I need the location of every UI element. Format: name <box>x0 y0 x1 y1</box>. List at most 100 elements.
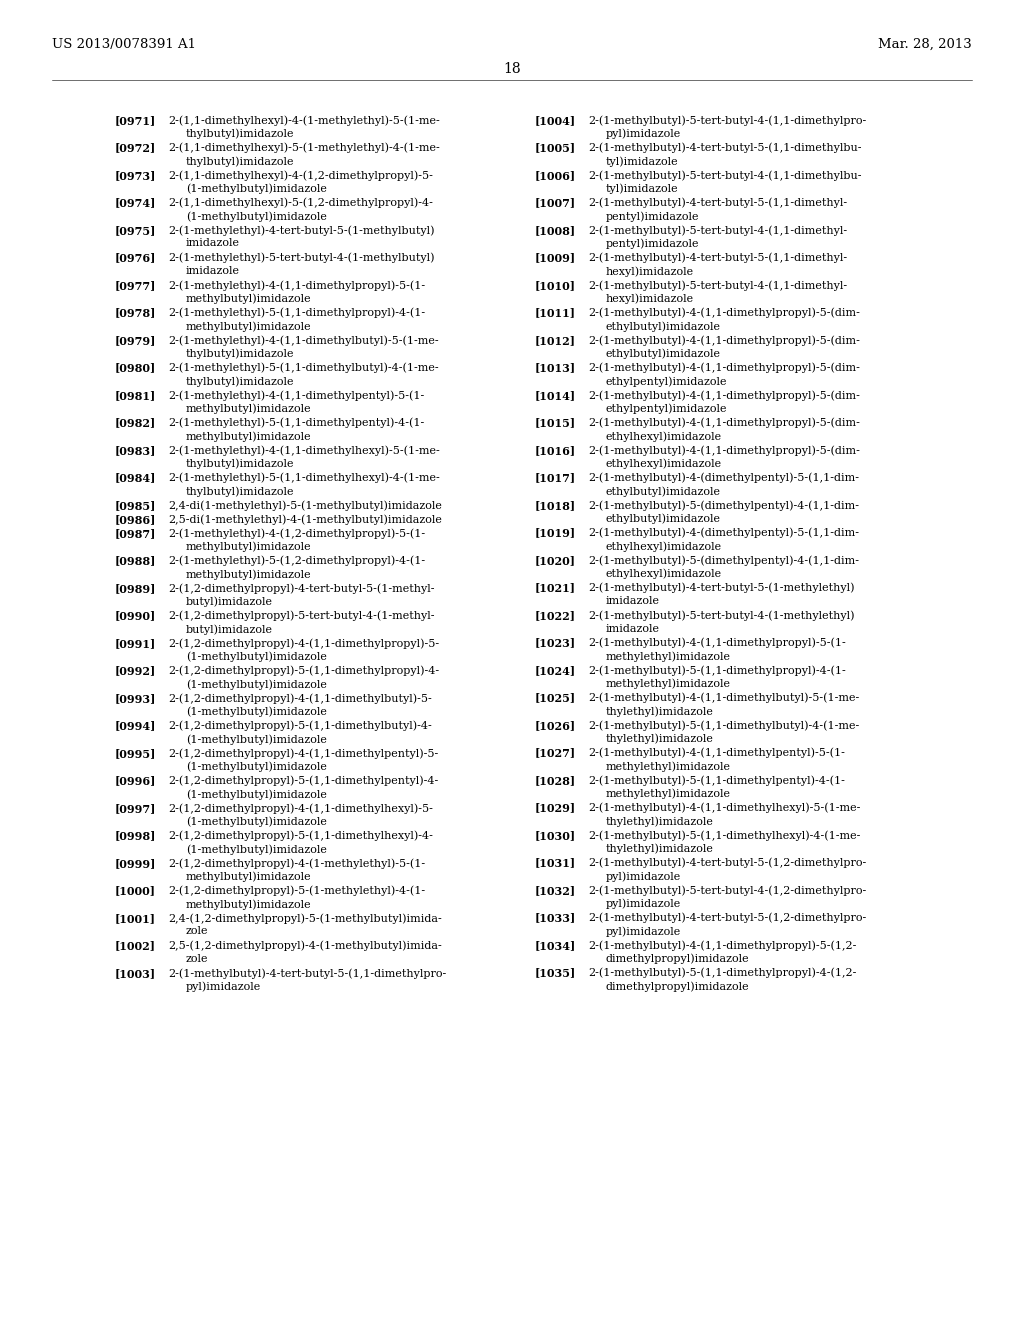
Text: (1-methylbutyl)imidazole: (1-methylbutyl)imidazole <box>186 211 327 222</box>
Text: (1-methylbutyl)imidazole: (1-methylbutyl)imidazole <box>186 762 327 772</box>
Text: methylbutyl)imidazole: methylbutyl)imidazole <box>186 432 311 442</box>
Text: [1030]: [1030] <box>535 830 577 841</box>
Text: [0994]: [0994] <box>115 721 157 731</box>
Text: 2-(1-methylbutyl)-4-tert-butyl-5-(1,2-dimethylpro-: 2-(1-methylbutyl)-4-tert-butyl-5-(1,2-di… <box>588 912 866 923</box>
Text: 2-(1-methylbutyl)-4-(1,1-dimethylbutyl)-5-(1-me-: 2-(1-methylbutyl)-4-(1,1-dimethylbutyl)-… <box>588 693 859 704</box>
Text: 2-(1-methylbutyl)-4-(1,1-dimethylpropyl)-5-(dim-: 2-(1-methylbutyl)-4-(1,1-dimethylpropyl)… <box>588 308 860 318</box>
Text: imidazole: imidazole <box>186 239 240 248</box>
Text: ethylbutyl)imidazole: ethylbutyl)imidazole <box>606 348 721 359</box>
Text: [1013]: [1013] <box>535 363 577 374</box>
Text: [1027]: [1027] <box>535 747 577 759</box>
Text: [1019]: [1019] <box>535 528 577 539</box>
Text: [1015]: [1015] <box>535 417 577 429</box>
Text: 18: 18 <box>503 62 521 77</box>
Text: [1009]: [1009] <box>535 252 577 264</box>
Text: methylethyl)imidazole: methylethyl)imidazole <box>606 762 731 772</box>
Text: (1-methylbutyl)imidazole: (1-methylbutyl)imidazole <box>186 183 327 194</box>
Text: 2-(1,1-dimethylhexyl)-5-(1-methylethyl)-4-(1-me-: 2-(1,1-dimethylhexyl)-5-(1-methylethyl)-… <box>168 143 439 153</box>
Text: 2-(1-methylbutyl)-4-(1,1-dimethylpropyl)-5-(dim-: 2-(1-methylbutyl)-4-(1,1-dimethylpropyl)… <box>588 363 860 374</box>
Text: pyl)imidazole: pyl)imidazole <box>186 982 261 993</box>
Text: 2-(1-methylbutyl)-5-tert-butyl-4-(1,1-dimethylbu-: 2-(1-methylbutyl)-5-tert-butyl-4-(1,1-di… <box>588 170 861 181</box>
Text: 2-(1-methylbutyl)-4-tert-butyl-5-(1,1-dimethylpro-: 2-(1-methylbutyl)-4-tert-butyl-5-(1,1-di… <box>168 968 446 978</box>
Text: 2-(1-methylbutyl)-4-tert-butyl-5-(1,1-dimethyl-: 2-(1-methylbutyl)-4-tert-butyl-5-(1,1-di… <box>588 252 847 263</box>
Text: US 2013/0078391 A1: US 2013/0078391 A1 <box>52 38 196 51</box>
Text: ethylbutyl)imidazole: ethylbutyl)imidazole <box>606 486 721 496</box>
Text: [1020]: [1020] <box>535 554 575 566</box>
Text: 2-(1,2-dimethylpropyl)-4-(1,1-dimethylpentyl)-5-: 2-(1,2-dimethylpropyl)-4-(1,1-dimethylpe… <box>168 748 438 759</box>
Text: [0995]: [0995] <box>115 748 157 759</box>
Text: 2,5-di(1-methylethyl)-4-(1-methylbutyl)imidazole: 2,5-di(1-methylethyl)-4-(1-methylbutyl)i… <box>168 513 442 524</box>
Text: 2-(1,2-dimethylpropyl)-5-(1,1-dimethylhexyl)-4-: 2-(1,2-dimethylpropyl)-5-(1,1-dimethylhe… <box>168 830 433 841</box>
Text: [0998]: [0998] <box>115 830 157 842</box>
Text: pentyl)imidazole: pentyl)imidazole <box>606 239 699 249</box>
Text: [1023]: [1023] <box>535 638 577 648</box>
Text: pyl)imidazole: pyl)imidazole <box>606 927 681 937</box>
Text: methylbutyl)imidazole: methylbutyl)imidazole <box>186 569 311 579</box>
Text: 2-(1-methylbutyl)-4-(1,1-dimethylpropyl)-5-(dim-: 2-(1-methylbutyl)-4-(1,1-dimethylpropyl)… <box>588 389 860 400</box>
Text: [0972]: [0972] <box>115 143 157 153</box>
Text: 2-(1-methylethyl)-4-(1,1-dimethylbutyl)-5-(1-me-: 2-(1-methylethyl)-4-(1,1-dimethylbutyl)-… <box>168 335 438 346</box>
Text: 2-(1-methylbutyl)-5-(1,1-dimethylhexyl)-4-(1-me-: 2-(1-methylbutyl)-5-(1,1-dimethylhexyl)-… <box>588 830 860 841</box>
Text: 2-(1,2-dimethylpropyl)-4-(1,1-dimethylbutyl)-5-: 2-(1,2-dimethylpropyl)-4-(1,1-dimethylbu… <box>168 693 432 704</box>
Text: thylbutyl)imidazole: thylbutyl)imidazole <box>186 156 295 166</box>
Text: thylethyl)imidazole: thylethyl)imidazole <box>606 816 714 826</box>
Text: [0979]: [0979] <box>115 335 157 346</box>
Text: dimethylpropyl)imidazole: dimethylpropyl)imidazole <box>606 981 750 991</box>
Text: pyl)imidazole: pyl)imidazole <box>606 128 681 139</box>
Text: 2-(1-methylbutyl)-5-(1,1-dimethylpentyl)-4-(1-: 2-(1-methylbutyl)-5-(1,1-dimethylpentyl)… <box>588 775 845 785</box>
Text: [1012]: [1012] <box>535 335 575 346</box>
Text: [1024]: [1024] <box>535 665 577 676</box>
Text: 2-(1-methylbutyl)-4-(1,1-dimethylpropyl)-5-(dim-: 2-(1-methylbutyl)-4-(1,1-dimethylpropyl)… <box>588 445 860 455</box>
Text: [1025]: [1025] <box>535 693 577 704</box>
Text: [1005]: [1005] <box>535 143 577 153</box>
Text: 2-(1-methylbutyl)-5-tert-butyl-4-(1,1-dimethylpro-: 2-(1-methylbutyl)-5-tert-butyl-4-(1,1-di… <box>588 115 866 125</box>
Text: butyl)imidazole: butyl)imidazole <box>186 597 273 607</box>
Text: 2-(1-methylethyl)-5-tert-butyl-4-(1-methylbutyl): 2-(1-methylethyl)-5-tert-butyl-4-(1-meth… <box>168 252 434 263</box>
Text: 2-(1-methylethyl)-4-(1,2-dimethylpropyl)-5-(1-: 2-(1-methylethyl)-4-(1,2-dimethylpropyl)… <box>168 528 425 539</box>
Text: [0977]: [0977] <box>115 280 157 290</box>
Text: methylbutyl)imidazole: methylbutyl)imidazole <box>186 899 311 909</box>
Text: 2-(1-methylbutyl)-5-(1,1-dimethylpropyl)-4-(1,2-: 2-(1-methylbutyl)-5-(1,1-dimethylpropyl)… <box>588 968 856 978</box>
Text: zole: zole <box>186 954 209 964</box>
Text: 2-(1-methylethyl)-5-(1,1-dimethylbutyl)-4-(1-me-: 2-(1-methylethyl)-5-(1,1-dimethylbutyl)-… <box>168 363 438 374</box>
Text: [0986]: [0986] <box>115 513 157 525</box>
Text: [0999]: [0999] <box>115 858 157 869</box>
Text: [1029]: [1029] <box>535 803 577 813</box>
Text: (1-methylbutyl)imidazole: (1-methylbutyl)imidazole <box>186 678 327 689</box>
Text: methylethyl)imidazole: methylethyl)imidazole <box>606 651 731 661</box>
Text: [1026]: [1026] <box>535 719 577 731</box>
Text: 2-(1,2-dimethylpropyl)-5-(1,1-dimethylbutyl)-4-: 2-(1,2-dimethylpropyl)-5-(1,1-dimethylbu… <box>168 721 432 731</box>
Text: 2-(1-methylethyl)-5-(1,1-dimethylpentyl)-4-(1-: 2-(1-methylethyl)-5-(1,1-dimethylpentyl)… <box>168 417 424 428</box>
Text: methylbutyl)imidazole: methylbutyl)imidazole <box>186 293 311 304</box>
Text: 2-(1-methylbutyl)-5-tert-butyl-4-(1-methylethyl): 2-(1-methylbutyl)-5-tert-butyl-4-(1-meth… <box>588 610 854 620</box>
Text: ethylbutyl)imidazole: ethylbutyl)imidazole <box>606 321 721 331</box>
Text: 2-(1-methylbutyl)-5-tert-butyl-4-(1,1-dimethyl-: 2-(1-methylbutyl)-5-tert-butyl-4-(1,1-di… <box>588 280 847 290</box>
Text: 2-(1-methylbutyl)-5-(dimethylpentyl)-4-(1,1-dim-: 2-(1-methylbutyl)-5-(dimethylpentyl)-4-(… <box>588 500 859 511</box>
Text: 2-(1-methylbutyl)-4-(1,1-dimethylpropyl)-5-(1-: 2-(1-methylbutyl)-4-(1,1-dimethylpropyl)… <box>588 638 846 648</box>
Text: 2-(1-methylbutyl)-5-(dimethylpentyl)-4-(1,1-dim-: 2-(1-methylbutyl)-5-(dimethylpentyl)-4-(… <box>588 554 859 565</box>
Text: thylbutyl)imidazole: thylbutyl)imidazole <box>186 376 295 387</box>
Text: ethylhexyl)imidazole: ethylhexyl)imidazole <box>606 432 722 442</box>
Text: pyl)imidazole: pyl)imidazole <box>606 871 681 882</box>
Text: [1008]: [1008] <box>535 224 577 236</box>
Text: methylbutyl)imidazole: methylbutyl)imidazole <box>186 404 311 414</box>
Text: 2-(1-methylethyl)-5-(1,1-dimethylpropyl)-4-(1-: 2-(1-methylethyl)-5-(1,1-dimethylpropyl)… <box>168 308 425 318</box>
Text: ethylhexyl)imidazole: ethylhexyl)imidazole <box>606 569 722 579</box>
Text: [0976]: [0976] <box>115 252 157 264</box>
Text: 2-(1,2-dimethylpropyl)-5-(1,1-dimethylpropyl)-4-: 2-(1,2-dimethylpropyl)-5-(1,1-dimethylpr… <box>168 665 439 676</box>
Text: 2-(1,2-dimethylpropyl)-4-(1,1-dimethylhexyl)-5-: 2-(1,2-dimethylpropyl)-4-(1,1-dimethylhe… <box>168 803 433 813</box>
Text: 2-(1-methylbutyl)-4-(1,1-dimethylpentyl)-5-(1-: 2-(1-methylbutyl)-4-(1,1-dimethylpentyl)… <box>588 747 845 758</box>
Text: 2-(1,2-dimethylpropyl)-5-(1,1-dimethylpentyl)-4-: 2-(1,2-dimethylpropyl)-5-(1,1-dimethylpe… <box>168 776 438 787</box>
Text: 2-(1,2-dimethylpropyl)-4-tert-butyl-5-(1-methyl-: 2-(1,2-dimethylpropyl)-4-tert-butyl-5-(1… <box>168 583 434 594</box>
Text: 2-(1-methylethyl)-5-(1,2-dimethylpropyl)-4-(1-: 2-(1-methylethyl)-5-(1,2-dimethylpropyl)… <box>168 556 425 566</box>
Text: [0991]: [0991] <box>115 638 157 649</box>
Text: 2-(1-methylbutyl)-5-tert-butyl-4-(1,1-dimethyl-: 2-(1-methylbutyl)-5-tert-butyl-4-(1,1-di… <box>588 224 847 235</box>
Text: [0971]: [0971] <box>115 115 157 125</box>
Text: 2-(1-methylbutyl)-5-tert-butyl-4-(1,2-dimethylpro-: 2-(1-methylbutyl)-5-tert-butyl-4-(1,2-di… <box>588 884 866 895</box>
Text: [1014]: [1014] <box>535 389 577 401</box>
Text: [0992]: [0992] <box>115 665 157 676</box>
Text: ethylhexyl)imidazole: ethylhexyl)imidazole <box>606 541 722 552</box>
Text: tyl)imidazole: tyl)imidazole <box>606 183 679 194</box>
Text: methylbutyl)imidazole: methylbutyl)imidazole <box>186 321 311 331</box>
Text: thylethyl)imidazole: thylethyl)imidazole <box>606 843 714 854</box>
